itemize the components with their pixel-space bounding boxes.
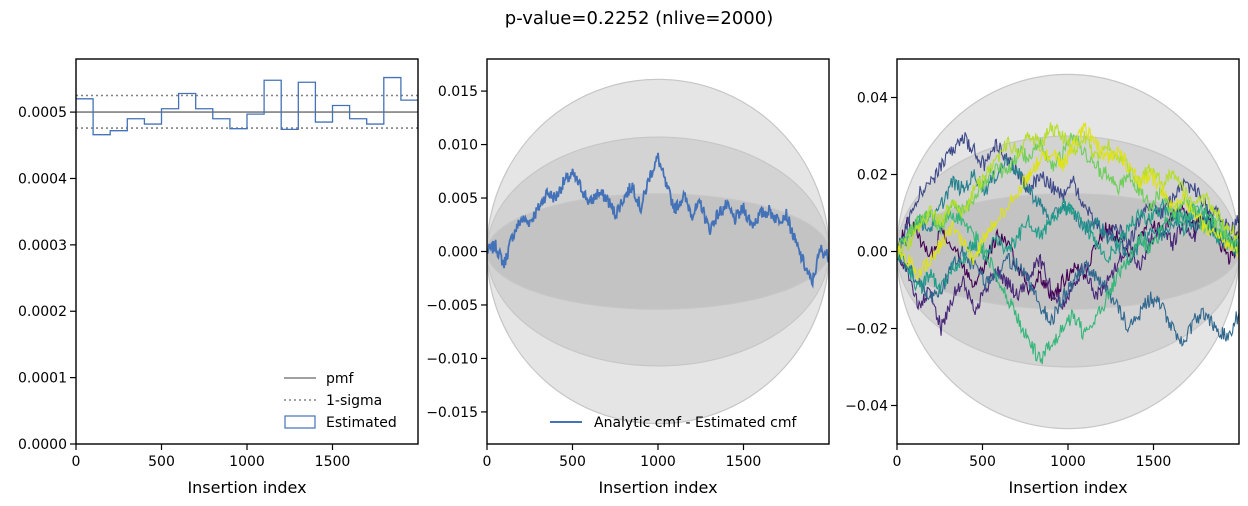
y-tick-label: 0.000 xyxy=(438,245,478,261)
y-tick-label: −0.010 xyxy=(426,351,478,367)
y-tick-label: 0.0000 xyxy=(18,437,67,453)
y-tick-label: 0.015 xyxy=(438,84,478,100)
y-tick-label: 0.005 xyxy=(438,191,478,207)
y-tick-label: −0.005 xyxy=(426,298,478,314)
run-line-10 xyxy=(897,121,1239,282)
run-line-4 xyxy=(897,244,1239,347)
panel-multi-xlabel: Insertion index xyxy=(1008,478,1127,497)
panel-cmf-difference: 0 500 1000 1500 −0.015 −0.010 −0.005 0.000 0.005… xyxy=(426,58,830,497)
panel-histogram: 0 500 1000 1500 0.0000 0.0001 0.0002 0.0003 0.00… xyxy=(18,58,419,497)
legend-cmf: Analytic cmf - Estimated cmf xyxy=(550,415,797,431)
y-tick-label: 0.0003 xyxy=(18,238,67,254)
run-line-7 xyxy=(897,201,1239,365)
legend-cmf-label: Analytic cmf - Estimated cmf xyxy=(594,415,797,431)
legend-sigma-label: 1-sigma xyxy=(326,393,382,409)
y-tick-label: 0.0004 xyxy=(18,171,67,187)
x-tick-label: 500 xyxy=(148,454,175,470)
panel-histogram-xlabel: Insertion index xyxy=(187,478,306,497)
band-1-sigma xyxy=(487,193,829,310)
panel-cmf-xlabel: Insertion index xyxy=(598,478,717,497)
run-line-6 xyxy=(897,198,1239,295)
x-tick-label: 1000 xyxy=(229,454,265,470)
y-tick-label: 0.04 xyxy=(857,91,888,107)
x-tick-label: 500 xyxy=(969,454,996,470)
band-1-sigma xyxy=(897,193,1239,310)
run-line-2 xyxy=(897,213,1239,336)
x-tick-label: 0 xyxy=(483,454,492,470)
x-tick-label: 0 xyxy=(893,454,902,470)
y-tick-label: −0.02 xyxy=(845,322,888,338)
legend-estimated-label: Estimated xyxy=(326,415,397,431)
run-line-3 xyxy=(897,132,1239,250)
x-tick-label: 1500 xyxy=(726,454,762,470)
x-tick-label: 500 xyxy=(559,454,586,470)
y-tick-label: 0.0001 xyxy=(18,371,67,387)
x-tick-label: 1000 xyxy=(640,454,676,470)
figure-title: p-value=0.2252 (nlive=2000) xyxy=(505,8,773,29)
cmf-difference-line xyxy=(487,152,829,289)
y-tick-label: 0.010 xyxy=(438,138,478,154)
y-tick-label: 0.02 xyxy=(857,168,888,184)
y-tick-label: 0.00 xyxy=(857,245,888,261)
panel-multi-run: 0 500 1000 1500 −0.04 −0.02 0.00 0.02 0.04 Inser… xyxy=(845,58,1240,497)
x-tick-label: 1000 xyxy=(1050,454,1086,470)
x-tick-label: 0 xyxy=(72,454,81,470)
x-tick-label: 1500 xyxy=(315,454,351,470)
y-tick-label: −0.04 xyxy=(845,399,888,415)
legend-pmf-label: pmf xyxy=(326,371,355,387)
legend-histogram: pmf 1-sigma Estimated xyxy=(284,371,397,431)
estimated-step xyxy=(76,76,418,136)
x-tick-label: 1500 xyxy=(1136,454,1172,470)
y-tick-label: −0.015 xyxy=(426,405,478,421)
legend-estimated-swatch xyxy=(284,415,316,429)
y-tick-label: 0.0002 xyxy=(18,304,67,320)
run-line-9 xyxy=(897,122,1239,260)
y-tick-label: 0.0005 xyxy=(18,105,67,121)
